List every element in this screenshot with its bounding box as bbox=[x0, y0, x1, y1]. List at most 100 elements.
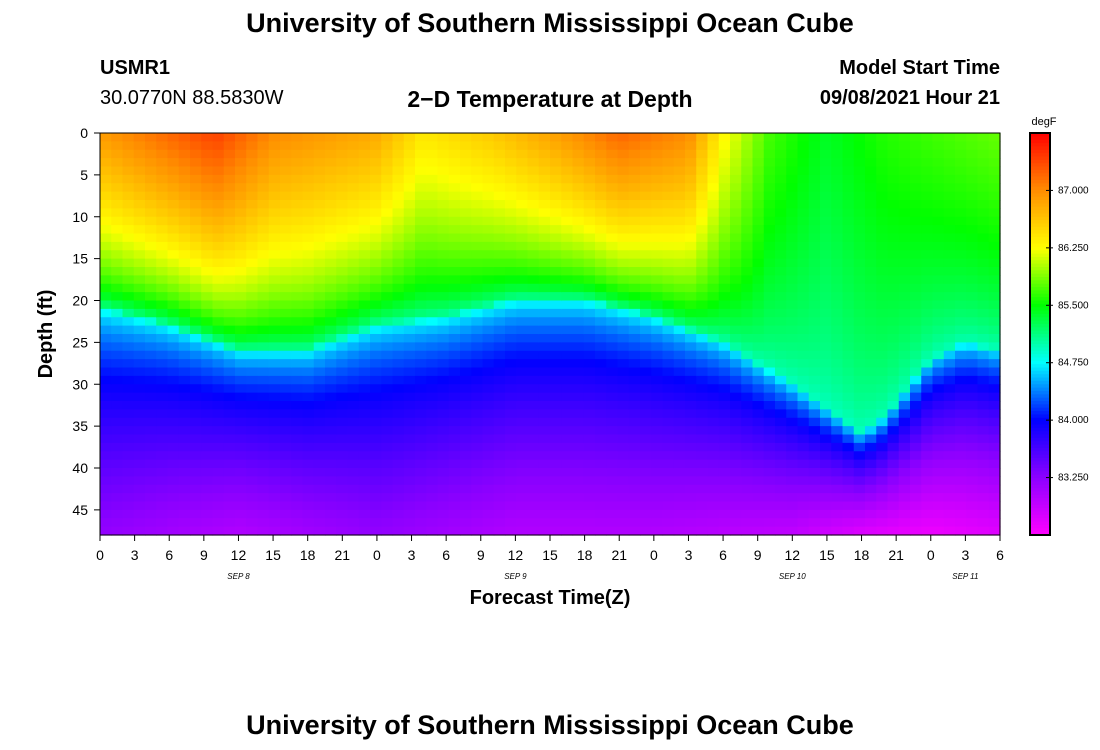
colorbar-segment bbox=[1030, 206, 1050, 211]
heatmap-cell bbox=[988, 451, 1001, 461]
heatmap-cell bbox=[921, 325, 934, 335]
heatmap-cell bbox=[887, 459, 900, 469]
heatmap-cell bbox=[190, 133, 202, 142]
heatmap-cell bbox=[235, 233, 247, 243]
heatmap-cell bbox=[797, 275, 810, 285]
heatmap-cell bbox=[550, 359, 562, 369]
heatmap-cell bbox=[561, 241, 574, 251]
heatmap-cell bbox=[347, 350, 360, 360]
heatmap-cell bbox=[775, 442, 787, 452]
heatmap-cell bbox=[223, 225, 236, 235]
heatmap-cell bbox=[943, 476, 956, 486]
heatmap-cell bbox=[201, 275, 214, 285]
heatmap-cell bbox=[415, 350, 427, 360]
heatmap-cell bbox=[696, 417, 709, 427]
heatmap-cell bbox=[943, 442, 956, 452]
heatmap-cell bbox=[268, 283, 281, 293]
heatmap-cell bbox=[572, 200, 585, 209]
heatmap-cell bbox=[595, 350, 607, 360]
heatmap-cell bbox=[763, 258, 776, 268]
heatmap-cell bbox=[471, 216, 484, 226]
heatmap-cell bbox=[887, 334, 900, 343]
heatmap-cell bbox=[471, 149, 484, 159]
heatmap-cell bbox=[437, 518, 450, 528]
heatmap-cell bbox=[167, 174, 180, 184]
y-tick-label: 30 bbox=[72, 376, 88, 392]
heatmap-cell bbox=[786, 141, 799, 151]
heatmap-cell bbox=[842, 183, 855, 193]
heatmap-cell bbox=[617, 149, 630, 159]
heatmap-cell bbox=[595, 434, 607, 444]
heatmap-cell bbox=[910, 434, 922, 444]
heatmap-cell bbox=[853, 417, 866, 427]
colorbar-segment bbox=[1030, 414, 1050, 419]
heatmap-cell bbox=[730, 241, 742, 251]
heatmap-cell bbox=[482, 200, 495, 209]
heatmap-cell bbox=[403, 476, 416, 486]
heatmap-cell bbox=[966, 459, 979, 469]
heatmap-cell bbox=[527, 292, 540, 302]
heatmap-cell bbox=[246, 225, 259, 235]
heatmap-cell bbox=[358, 334, 371, 343]
heatmap-cell bbox=[257, 258, 270, 268]
heatmap-cell bbox=[505, 476, 517, 486]
heatmap-cell bbox=[583, 392, 596, 402]
heatmap-cell bbox=[505, 509, 517, 519]
heatmap-cell bbox=[493, 241, 506, 251]
heatmap-cell bbox=[910, 141, 922, 151]
heatmap-cell bbox=[898, 183, 911, 193]
heatmap-cell bbox=[381, 459, 394, 469]
heatmap-cell bbox=[628, 359, 641, 369]
heatmap-cell bbox=[966, 442, 979, 452]
heatmap-cell bbox=[437, 375, 450, 385]
heatmap-cell bbox=[291, 334, 304, 343]
heatmap-cell bbox=[595, 509, 607, 519]
heatmap-cell bbox=[437, 434, 450, 444]
heatmap-cell bbox=[257, 275, 270, 285]
heatmap-cell bbox=[865, 141, 877, 151]
heatmap-cell bbox=[280, 518, 292, 528]
heatmap-cell bbox=[415, 518, 427, 528]
heatmap-cell bbox=[122, 417, 135, 427]
heatmap-cell bbox=[268, 216, 281, 226]
heatmap-cell bbox=[583, 375, 596, 385]
heatmap-cell bbox=[887, 233, 900, 243]
heatmap-cell bbox=[403, 158, 416, 168]
heatmap-cell bbox=[606, 241, 619, 251]
heatmap-cell bbox=[392, 359, 405, 369]
heatmap-cell bbox=[100, 442, 112, 452]
heatmap-cell bbox=[178, 518, 191, 528]
heatmap-cell bbox=[966, 434, 979, 444]
heatmap-cell bbox=[853, 141, 866, 151]
heatmap-cell bbox=[370, 392, 382, 402]
heatmap-cell bbox=[685, 493, 697, 503]
heatmap-cell bbox=[865, 225, 877, 235]
heatmap-cell bbox=[201, 359, 214, 369]
heatmap-cell bbox=[640, 417, 652, 427]
heatmap-cell bbox=[797, 325, 810, 335]
heatmap-cell bbox=[437, 133, 450, 142]
heatmap-cell bbox=[302, 375, 315, 385]
colorbar-segment bbox=[1030, 169, 1050, 174]
heatmap-cell bbox=[201, 292, 214, 302]
heatmap-cell bbox=[111, 350, 124, 360]
heatmap-cell bbox=[763, 275, 776, 285]
heatmap-cell bbox=[291, 476, 304, 486]
heatmap-cell bbox=[538, 267, 551, 276]
heatmap-cell bbox=[268, 183, 281, 193]
heatmap-cell bbox=[493, 141, 506, 151]
heatmap-cell bbox=[212, 216, 225, 226]
heatmap-cell bbox=[167, 200, 180, 209]
heatmap-cell bbox=[167, 292, 180, 302]
heatmap-cell bbox=[392, 451, 405, 461]
heatmap-cell bbox=[561, 149, 574, 159]
heatmap-cell bbox=[235, 208, 247, 218]
heatmap-cell bbox=[651, 509, 664, 519]
heatmap-cell bbox=[471, 468, 484, 477]
heatmap-cell bbox=[730, 468, 742, 477]
heatmap-cell bbox=[910, 468, 922, 477]
heatmap-cell bbox=[651, 359, 664, 369]
heatmap-cell bbox=[325, 241, 337, 251]
heatmap-cell bbox=[257, 267, 270, 276]
heatmap-cell bbox=[426, 384, 439, 394]
